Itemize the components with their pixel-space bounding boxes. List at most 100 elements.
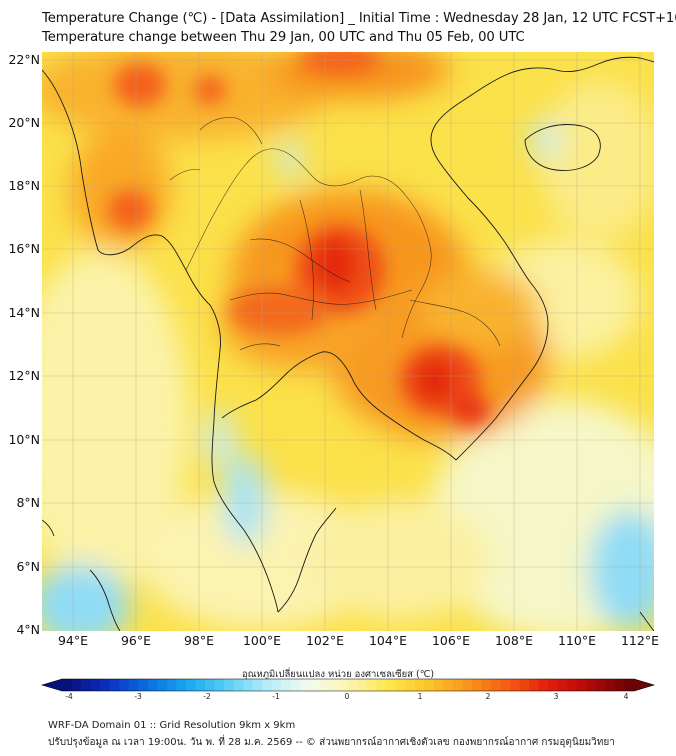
colorbar-label: อุณหภูมิเปลี่ยนแปลง หน่วย องศาเซลเซียส (…: [241, 669, 435, 680]
lon-label: 108°E: [494, 633, 533, 648]
colorbar-segment: [576, 679, 587, 691]
colorbar-segment: [519, 679, 530, 691]
colorbar-segment: [481, 679, 492, 691]
colorbar-segment: [471, 679, 483, 691]
colorbar-segment: [529, 679, 540, 691]
colorbar-segment: [567, 679, 578, 691]
colorbar-segment: [157, 679, 168, 691]
map-title: Temperature Change (℃) - [Data Assimilat…: [42, 11, 676, 26]
colorbar-segment: [433, 679, 444, 691]
map-subtitle: Temperature change between Thu 29 Jan, 0…: [42, 30, 525, 45]
colorbar-min-extend: [42, 679, 62, 691]
admin-borders: [169, 117, 501, 351]
graticule: [42, 52, 654, 631]
colorbar-segment: [262, 679, 273, 691]
lon-label: 106°E: [431, 633, 470, 648]
lat-label: 18°N: [8, 178, 40, 193]
lon-label: 110°E: [557, 633, 596, 648]
colorbar-tick: -3: [134, 692, 142, 701]
colorbar-max-extend: [634, 679, 654, 691]
footer-model-info: WRF-DA Domain 01 :: Grid Resolution 9km …: [48, 720, 296, 731]
colorbar-tick: -2: [203, 692, 211, 701]
colorbar-segment: [138, 679, 149, 691]
lat-label: 8°N: [16, 495, 40, 510]
colorbar-tick: 4: [623, 692, 629, 701]
colorbar-segment: [614, 679, 626, 691]
colorbar-segments: [42, 679, 654, 691]
lon-label: 102°E: [305, 633, 344, 648]
lon-label: 94°E: [57, 633, 89, 648]
colorbar-segment: [166, 679, 177, 691]
colorbar-segment: [271, 679, 282, 691]
colorbar-segment: [62, 679, 73, 691]
lat-label: 22°N: [8, 52, 40, 67]
temperature-hotspots: [108, 52, 490, 426]
lat-label: 6°N: [16, 559, 40, 574]
colorbar-segment: [414, 679, 425, 691]
colorbar-tick: 3: [553, 692, 559, 701]
colorbar-segment: [195, 679, 206, 691]
colorbar-segment: [205, 679, 216, 691]
colorbar-tick: 1: [417, 692, 423, 701]
colorbar-segment: [176, 679, 187, 691]
colorbar-segment: [81, 679, 92, 691]
colorbar-segment: [281, 679, 292, 691]
colorbar-segment: [128, 679, 139, 691]
lat-label: 20°N: [8, 115, 40, 130]
colorbar-segment: [557, 679, 568, 691]
colorbar-segment: [538, 679, 549, 691]
colorbar-segment: [548, 679, 559, 691]
colorbar-segment: [100, 679, 111, 691]
colorbar-segment: [510, 679, 521, 691]
colorbar-segment: [595, 679, 606, 691]
colorbar-segment: [300, 679, 311, 691]
colorbar-tick: 0: [344, 692, 350, 701]
coastlines: [42, 56, 654, 631]
colorbar-segment: [367, 679, 378, 691]
colorbar-tick: -1: [272, 692, 280, 701]
lon-label: 104°E: [368, 633, 407, 648]
colorbar-tick: -4: [65, 692, 73, 701]
colorbar-segment: [500, 679, 511, 691]
lat-label: 14°N: [8, 305, 40, 320]
colorbar-segment: [214, 679, 225, 691]
colorbar-segment: [586, 679, 597, 691]
colorbar-segment: [109, 679, 120, 691]
lat-label: 12°N: [8, 368, 40, 383]
colorbar-outline: [40, 678, 656, 692]
colorbar-segment: [443, 679, 454, 691]
colorbar-segment: [452, 679, 463, 691]
lon-label: 112°E: [620, 633, 659, 648]
colorbar-segment: [338, 679, 349, 691]
colorbar-segment: [624, 679, 635, 691]
colorbar-tick: 2: [485, 692, 491, 701]
colorbar-segment: [224, 679, 235, 691]
lon-label: 100°E: [242, 633, 281, 648]
colorbar-segment: [71, 679, 82, 691]
colorbar: [40, 678, 656, 692]
colorbar-segment: [462, 679, 473, 691]
colorbar-segment: [376, 679, 387, 691]
colorbar-segment: [90, 679, 101, 691]
colorbar-segment: [491, 679, 502, 691]
colorbar-segment: [328, 679, 340, 691]
lon-label: 98°E: [183, 633, 215, 648]
lat-label: 16°N: [8, 241, 40, 256]
temperature-field: [42, 52, 654, 631]
colorbar-segment: [243, 679, 254, 691]
lat-label: 10°N: [8, 432, 40, 447]
colorbar-segment: [386, 679, 397, 691]
colorbar-segment: [233, 679, 244, 691]
colorbar-segment: [605, 679, 616, 691]
colorbar-segment: [395, 679, 406, 691]
colorbar-segment: [252, 679, 263, 691]
colorbar-segment: [319, 679, 330, 691]
colorbar-segment: [290, 679, 301, 691]
lat-label: 4°N: [16, 622, 40, 637]
colorbar-segment: [424, 679, 435, 691]
colorbar-segment: [348, 679, 359, 691]
colorbar-segment: [147, 679, 158, 691]
colorbar-segment: [309, 679, 320, 691]
footer-update-info: ปรับปรุงข้อมูล ณ เวลา 19:00น. วัน พ. ที่…: [48, 737, 615, 748]
